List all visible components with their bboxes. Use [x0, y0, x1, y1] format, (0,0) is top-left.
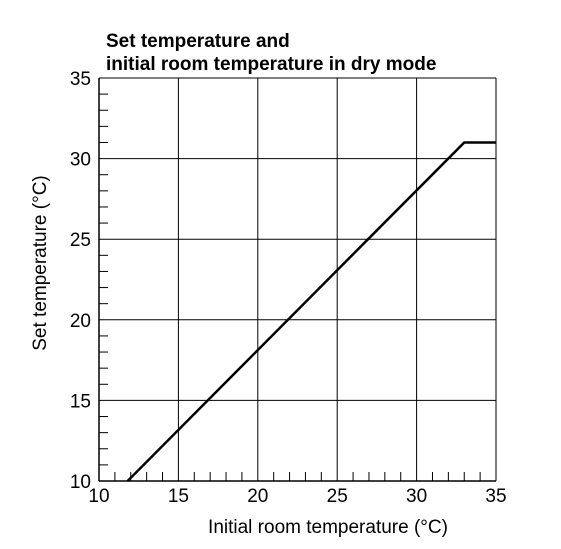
series	[126, 141, 496, 482]
y-tick-label: 30	[70, 150, 91, 171]
y-tick-labels: 10 15 20 25 30 35	[70, 69, 91, 493]
x-tick-label: 15	[168, 486, 189, 507]
y-tick-label: 20	[70, 311, 91, 332]
x-axis-label: Initial room temperature (°C)	[208, 517, 448, 538]
axes	[98, 78, 496, 482]
y-tick-label: 15	[70, 391, 91, 412]
chart-title-line-2: initial room temperature in dry mode	[106, 54, 436, 75]
grid	[99, 77, 497, 481]
y-tick-label: 35	[70, 69, 91, 90]
x-tick-label: 20	[247, 486, 268, 507]
x-tick-label: 35	[485, 486, 506, 507]
x-tick-label: 25	[327, 486, 348, 507]
y-tick-label: 25	[70, 230, 91, 251]
x-tick-label: 30	[406, 486, 427, 507]
minor-ticks	[99, 93, 481, 481]
series-line	[126, 141, 496, 482]
chart-title-line-1: Set temperature and	[106, 31, 290, 52]
y-tick-label: 10	[70, 472, 91, 493]
x-tick-label: 10	[88, 486, 109, 507]
y-axis-label: Set temperature (°C)	[30, 175, 51, 351]
x-tick-labels: 10 15 20 25 30 35	[88, 486, 506, 507]
